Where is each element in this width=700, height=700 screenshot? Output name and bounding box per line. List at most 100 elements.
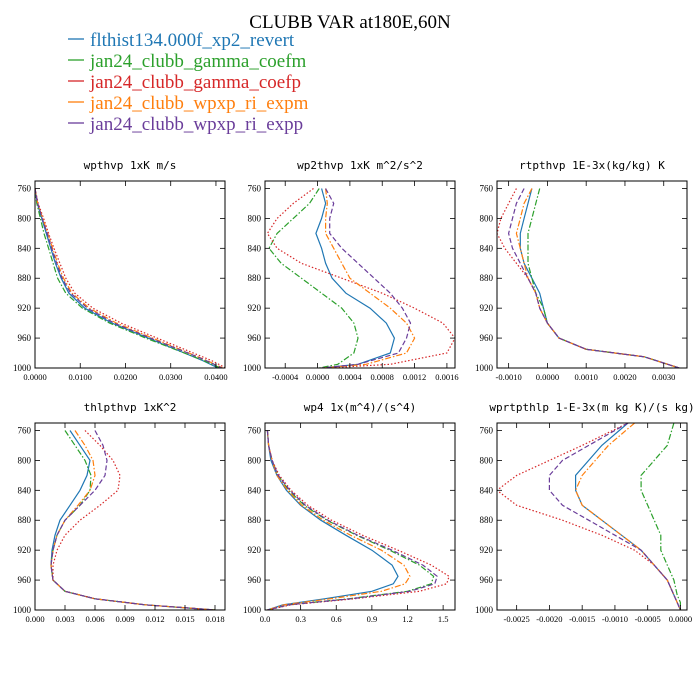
series-line bbox=[266, 430, 435, 610]
y-tick-label: 760 bbox=[248, 425, 262, 435]
y-tick-label: 800 bbox=[18, 213, 32, 223]
y-tick-label: 760 bbox=[480, 183, 494, 193]
y-tick-label: 880 bbox=[18, 273, 32, 283]
series-line bbox=[266, 430, 399, 610]
y-tick-label: 1000 bbox=[243, 605, 262, 615]
y-tick-label: 1000 bbox=[13, 605, 32, 615]
x-tick-label: 1.5 bbox=[438, 614, 449, 624]
x-tick-label: 0.0300 bbox=[159, 372, 182, 382]
y-tick-label: 840 bbox=[18, 485, 32, 495]
y-tick-label: 840 bbox=[480, 243, 494, 253]
y-tick-label: 960 bbox=[248, 575, 262, 585]
y-tick-label: 840 bbox=[248, 243, 262, 253]
figure-title: CLUBB VAR at180E,60N bbox=[249, 12, 451, 33]
series-line bbox=[266, 430, 411, 610]
x-tick-label: 0.003 bbox=[55, 614, 74, 624]
series-line bbox=[315, 188, 396, 368]
x-tick-label: 0.0004 bbox=[338, 372, 362, 382]
series-line bbox=[515, 188, 680, 368]
x-tick-label: 0.0020 bbox=[613, 372, 636, 382]
x-tick-label: 0.0000 bbox=[669, 614, 692, 624]
y-tick-label: 840 bbox=[18, 243, 32, 253]
panel-title: wp2thvp 1xK m^2/s^2 bbox=[297, 159, 423, 172]
x-tick-label: 0.018 bbox=[205, 614, 224, 624]
panel-title: wpthvp 1xK m/s bbox=[84, 159, 177, 172]
y-tick-label: 800 bbox=[480, 455, 494, 465]
x-tick-label: -0.0010 bbox=[602, 614, 628, 624]
x-tick-label: -0.0005 bbox=[635, 614, 661, 624]
legend-label: jan24_clubb_gamma_coefp bbox=[89, 72, 301, 93]
y-tick-label: 840 bbox=[480, 485, 494, 495]
x-tick-label: 0.006 bbox=[85, 614, 104, 624]
y-tick-label: 920 bbox=[480, 545, 494, 555]
y-tick-label: 760 bbox=[18, 425, 32, 435]
legend-label: flthist134.000f_xp2_revert bbox=[90, 30, 295, 51]
x-tick-label: 0.0008 bbox=[371, 372, 394, 382]
y-tick-label: 840 bbox=[248, 485, 262, 495]
y-tick-label: 760 bbox=[18, 183, 32, 193]
y-tick-label: 1000 bbox=[243, 363, 262, 373]
panel-title: rtpthvp 1E-3x(kg/kg) K bbox=[519, 159, 665, 172]
chart-panel: thlpthvp 1xK^276080084088092096010000.00… bbox=[13, 401, 226, 624]
panel-title: wp4 1x(m^4)/(s^4) bbox=[304, 401, 417, 414]
plot-frame bbox=[264, 422, 456, 611]
series-line bbox=[35, 188, 223, 368]
x-tick-label: -0.0010 bbox=[496, 372, 522, 382]
x-tick-label: 0.0016 bbox=[435, 372, 458, 382]
x-tick-label: 0.0000 bbox=[306, 372, 329, 382]
plot-frame bbox=[34, 180, 226, 369]
y-tick-label: 960 bbox=[248, 333, 262, 343]
legend-item: jan24_clubb_wpxp_ri_expp bbox=[68, 114, 303, 135]
panel-title: wprtpthlp 1-E-3x(m kg K)/(s kg) bbox=[489, 401, 694, 414]
y-tick-label: 920 bbox=[18, 303, 32, 313]
series-line bbox=[50, 430, 216, 610]
panel-title: thlpthvp 1xK^2 bbox=[84, 401, 177, 414]
series-line bbox=[266, 430, 450, 610]
series-line bbox=[50, 430, 216, 610]
y-tick-label: 1000 bbox=[475, 605, 494, 615]
x-tick-label: 0.015 bbox=[175, 614, 194, 624]
x-tick-label: 0.0200 bbox=[114, 372, 137, 382]
y-tick-label: 960 bbox=[480, 333, 494, 343]
y-tick-label: 920 bbox=[248, 545, 262, 555]
x-tick-label: -0.0025 bbox=[504, 614, 530, 624]
x-tick-label: -0.0015 bbox=[569, 614, 595, 624]
y-tick-label: 1000 bbox=[475, 363, 494, 373]
x-tick-label: 0.0010 bbox=[574, 372, 597, 382]
x-tick-label: 0.0030 bbox=[652, 372, 675, 382]
series-line bbox=[321, 188, 416, 368]
y-tick-label: 800 bbox=[248, 455, 262, 465]
y-tick-label: 920 bbox=[248, 303, 262, 313]
plot-frame bbox=[496, 422, 688, 611]
series-line bbox=[268, 188, 359, 368]
y-tick-label: 800 bbox=[18, 455, 32, 465]
plot-frame bbox=[34, 422, 226, 611]
legend-label: jan24_clubb_wpxp_ri_expm bbox=[89, 93, 309, 114]
chart-panel: wp2thvp 1xK m^2/s^2 760 800 840 880 920 960 100… bbox=[243, 159, 459, 382]
chart-panel: wp4 1x(m^4)/(s^4)76080084088092096010000… bbox=[243, 401, 456, 624]
x-tick-label: 0.3 bbox=[295, 614, 306, 624]
x-tick-label: 0.009 bbox=[115, 614, 134, 624]
x-tick-label: 1.2 bbox=[402, 614, 413, 624]
x-tick-label: 0.0100 bbox=[69, 372, 92, 382]
y-tick-label: 800 bbox=[480, 213, 494, 223]
x-tick-label: 0.9 bbox=[367, 614, 378, 624]
y-tick-label: 880 bbox=[18, 515, 32, 525]
legend-label: jan24_clubb_wpxp_ri_expp bbox=[89, 114, 303, 135]
y-tick-label: 880 bbox=[480, 273, 494, 283]
chart-panel: wpthvp 1xK m/s 760 800 840 880 920 960 10000.00… bbox=[13, 159, 228, 382]
series-line bbox=[507, 188, 680, 368]
x-tick-label: 0.6 bbox=[331, 614, 342, 624]
y-tick-label: 960 bbox=[480, 575, 494, 585]
x-tick-label: 0.0000 bbox=[23, 372, 46, 382]
y-tick-label: 800 bbox=[248, 213, 262, 223]
x-tick-label: 0.0 bbox=[260, 614, 271, 624]
series-line bbox=[497, 423, 681, 610]
y-tick-label: 760 bbox=[480, 425, 494, 435]
legend-item: jan24_clubb_gamma_coefp bbox=[68, 72, 301, 93]
panels: wpthvp 1xK m/s76080084088092096010000.00… bbox=[13, 159, 695, 624]
y-tick-label: 1000 bbox=[13, 363, 32, 373]
series-line bbox=[574, 423, 681, 610]
series-line bbox=[50, 430, 216, 610]
